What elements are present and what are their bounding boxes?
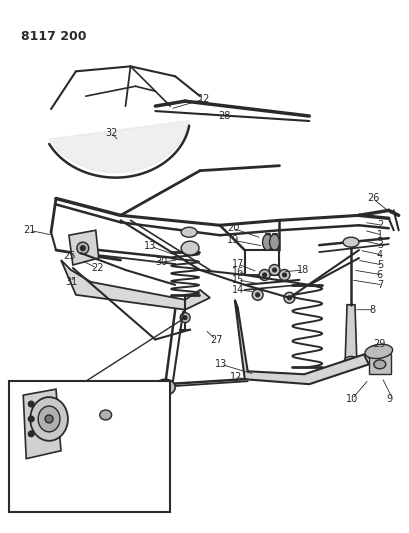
Text: 8117 200: 8117 200 xyxy=(21,30,87,43)
Ellipse shape xyxy=(272,268,276,272)
Ellipse shape xyxy=(181,241,198,255)
Text: 16: 16 xyxy=(231,267,243,277)
Ellipse shape xyxy=(343,357,357,366)
Text: 7: 7 xyxy=(376,280,382,290)
Text: 13: 13 xyxy=(144,241,156,251)
Text: 5: 5 xyxy=(376,260,382,270)
Text: 18: 18 xyxy=(297,265,309,275)
Text: 3: 3 xyxy=(376,240,382,250)
Text: 13: 13 xyxy=(214,359,227,369)
Text: 27: 27 xyxy=(209,335,222,344)
Bar xyxy=(368,354,390,374)
Ellipse shape xyxy=(28,401,34,407)
Text: 25: 25 xyxy=(63,251,75,261)
Ellipse shape xyxy=(30,397,68,441)
Polygon shape xyxy=(61,260,209,310)
Ellipse shape xyxy=(76,242,89,254)
Ellipse shape xyxy=(45,415,53,423)
Text: 27: 27 xyxy=(15,464,28,474)
Ellipse shape xyxy=(99,410,111,420)
Text: 15: 15 xyxy=(231,275,244,285)
Polygon shape xyxy=(344,305,356,365)
Ellipse shape xyxy=(268,264,279,276)
Text: 7: 7 xyxy=(108,410,115,420)
Ellipse shape xyxy=(28,431,34,437)
Text: 12: 12 xyxy=(229,372,242,382)
Ellipse shape xyxy=(262,234,272,250)
Polygon shape xyxy=(49,120,189,173)
Text: 6: 6 xyxy=(376,270,382,280)
Ellipse shape xyxy=(80,246,85,251)
Ellipse shape xyxy=(283,292,294,303)
Text: 8: 8 xyxy=(368,305,374,314)
Text: 4: 4 xyxy=(376,250,382,260)
Text: 10: 10 xyxy=(345,394,357,404)
Ellipse shape xyxy=(155,379,175,395)
Text: 22: 22 xyxy=(90,263,103,273)
Polygon shape xyxy=(69,230,99,265)
Ellipse shape xyxy=(287,296,291,300)
Ellipse shape xyxy=(181,227,197,237)
Ellipse shape xyxy=(278,270,289,280)
Ellipse shape xyxy=(255,293,259,297)
Text: 20: 20 xyxy=(226,223,238,233)
Ellipse shape xyxy=(28,416,34,422)
Text: 14: 14 xyxy=(231,285,243,295)
Ellipse shape xyxy=(252,289,263,300)
Text: 9: 9 xyxy=(386,394,392,404)
Text: 19: 19 xyxy=(226,235,238,245)
Text: 1: 1 xyxy=(376,230,382,240)
Text: 26: 26 xyxy=(366,193,378,204)
Text: 23: 23 xyxy=(102,398,115,408)
Text: 2: 2 xyxy=(376,220,382,230)
Ellipse shape xyxy=(342,237,358,247)
Ellipse shape xyxy=(282,273,286,277)
Text: 12: 12 xyxy=(198,94,210,104)
Text: 11: 11 xyxy=(150,389,162,399)
Ellipse shape xyxy=(38,406,60,432)
Ellipse shape xyxy=(364,344,392,359)
Polygon shape xyxy=(23,389,61,459)
Text: 31: 31 xyxy=(65,277,77,287)
Ellipse shape xyxy=(180,313,190,322)
Text: 28: 28 xyxy=(217,111,230,121)
Ellipse shape xyxy=(161,383,169,391)
Bar xyxy=(9,381,170,512)
Ellipse shape xyxy=(262,273,266,277)
Text: 30: 30 xyxy=(155,257,167,267)
Text: 17: 17 xyxy=(231,259,244,269)
Text: 21: 21 xyxy=(23,225,36,235)
Ellipse shape xyxy=(269,234,279,250)
Text: 32: 32 xyxy=(106,128,118,138)
Ellipse shape xyxy=(183,316,187,320)
Ellipse shape xyxy=(373,360,385,369)
Polygon shape xyxy=(234,300,368,384)
Text: 29: 29 xyxy=(372,340,384,350)
Ellipse shape xyxy=(258,270,270,280)
Text: 24: 24 xyxy=(69,472,81,482)
